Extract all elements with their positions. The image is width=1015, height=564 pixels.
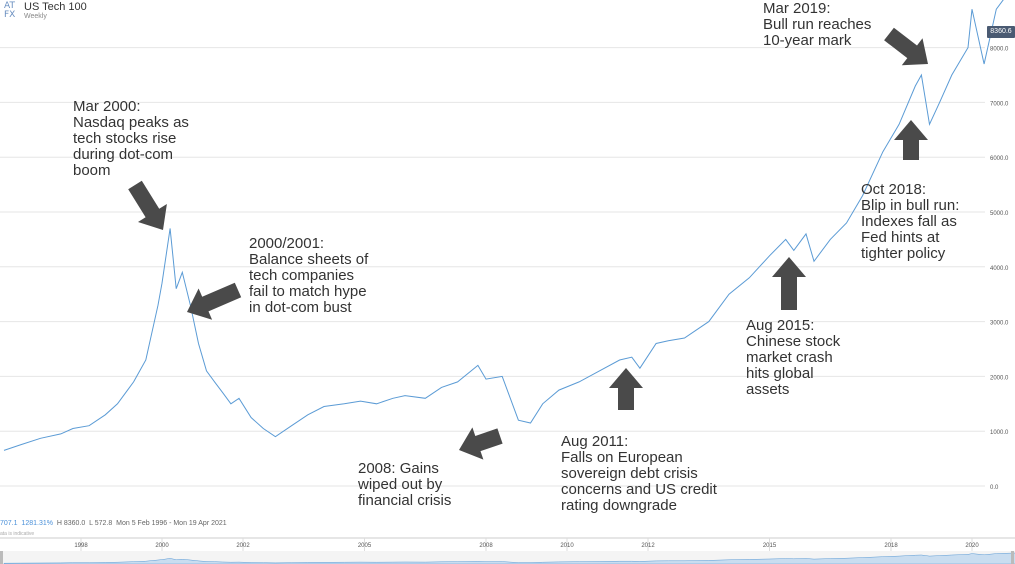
y-tick-label: 6000.0: [990, 156, 1009, 162]
annotation-arrow: [772, 257, 806, 310]
annotation-arrow: [187, 282, 242, 320]
y-axis-ticks: 8000.0 7000.0 6000.0 5000.0 4000.0 3000.0 2000…: [990, 47, 1009, 491]
y-tick-label: 1000.0: [990, 430, 1009, 436]
annotation-2000-2001: 2000/2001: Balance sheets of tech compan…: [249, 235, 369, 316]
annotation-mar-2019: Mar 2019: Bull run reaches 10-year mark: [763, 0, 872, 49]
change-points: 707.1: [0, 520, 18, 527]
low-value: L 572.8: [89, 520, 113, 527]
y-tick-label: 0.0: [990, 485, 999, 491]
x-tick-label: 2018: [884, 543, 898, 549]
x-tick-label: 2010: [560, 543, 574, 549]
x-tick-label: 2008: [479, 543, 493, 549]
current-price-badge: 8360.6: [987, 26, 1015, 38]
x-tick-label: 1998: [74, 543, 88, 549]
y-tick-label: 3000.0: [990, 321, 1009, 327]
annotation-arrows: [128, 27, 928, 460]
x-tick-label: 2002: [236, 543, 250, 549]
x-tick-label: 2005: [358, 543, 372, 549]
data-disclaimer: ata is indicative: [0, 531, 35, 537]
series-line-us-tech-100: [3, 0, 1004, 451]
y-tick-label: 4000.0: [990, 266, 1009, 272]
annotation-oct-2018: Oct 2018: Blip in bull run: Indexes fall…: [861, 181, 960, 262]
annotation-2008: 2008: Gains wiped out by financial crisi…: [358, 460, 452, 509]
annotation-mar-2000: Mar 2000: Nasdaq peaks as tech stocks ri…: [73, 98, 189, 179]
x-tick-label: 2015: [763, 543, 777, 549]
change-percent: 1281.31%: [21, 520, 53, 527]
stats-bar: 707.1 1281.31% H 8360.0 L 572.8 Mon 5 Fe…: [0, 520, 227, 527]
navigator-handle-left[interactable]: [0, 551, 3, 564]
navigator-handle-right[interactable]: [1011, 551, 1014, 564]
chart-interval: Weekly: [24, 13, 47, 20]
high-value: H 8360.0: [56, 520, 86, 527]
annotation-arrow: [609, 368, 643, 410]
y-tick-label: 2000.0: [990, 375, 1009, 381]
date-range: Mon 5 Feb 1996 - Mon 19 Apr 2021: [116, 520, 227, 527]
annotation-aug-2011: Aug 2011: Falls on European sovereign de…: [561, 433, 717, 514]
range-navigator[interactable]: [0, 551, 1015, 564]
y-tick-label: 7000.0: [990, 101, 1009, 107]
annotation-arrow: [128, 180, 167, 230]
annotation-aug-2015: Aug 2015: Chinese stock market crash hit…: [746, 317, 841, 398]
x-tick-label: 2020: [965, 543, 979, 549]
annotation-arrow: [884, 27, 928, 66]
navigator-series-area: [3, 552, 1015, 564]
broker-logo: AT FX: [4, 1, 16, 20]
annotation-arrow: [459, 427, 503, 460]
y-tick-label: 5000.0: [990, 211, 1009, 217]
x-tick-label: 2000: [155, 543, 169, 549]
y-tick-label: 8000.0: [990, 47, 1009, 53]
chart-title: US Tech 100: [24, 1, 87, 13]
annotation-arrow: [894, 120, 928, 160]
x-tick-label: 2012: [641, 543, 655, 549]
